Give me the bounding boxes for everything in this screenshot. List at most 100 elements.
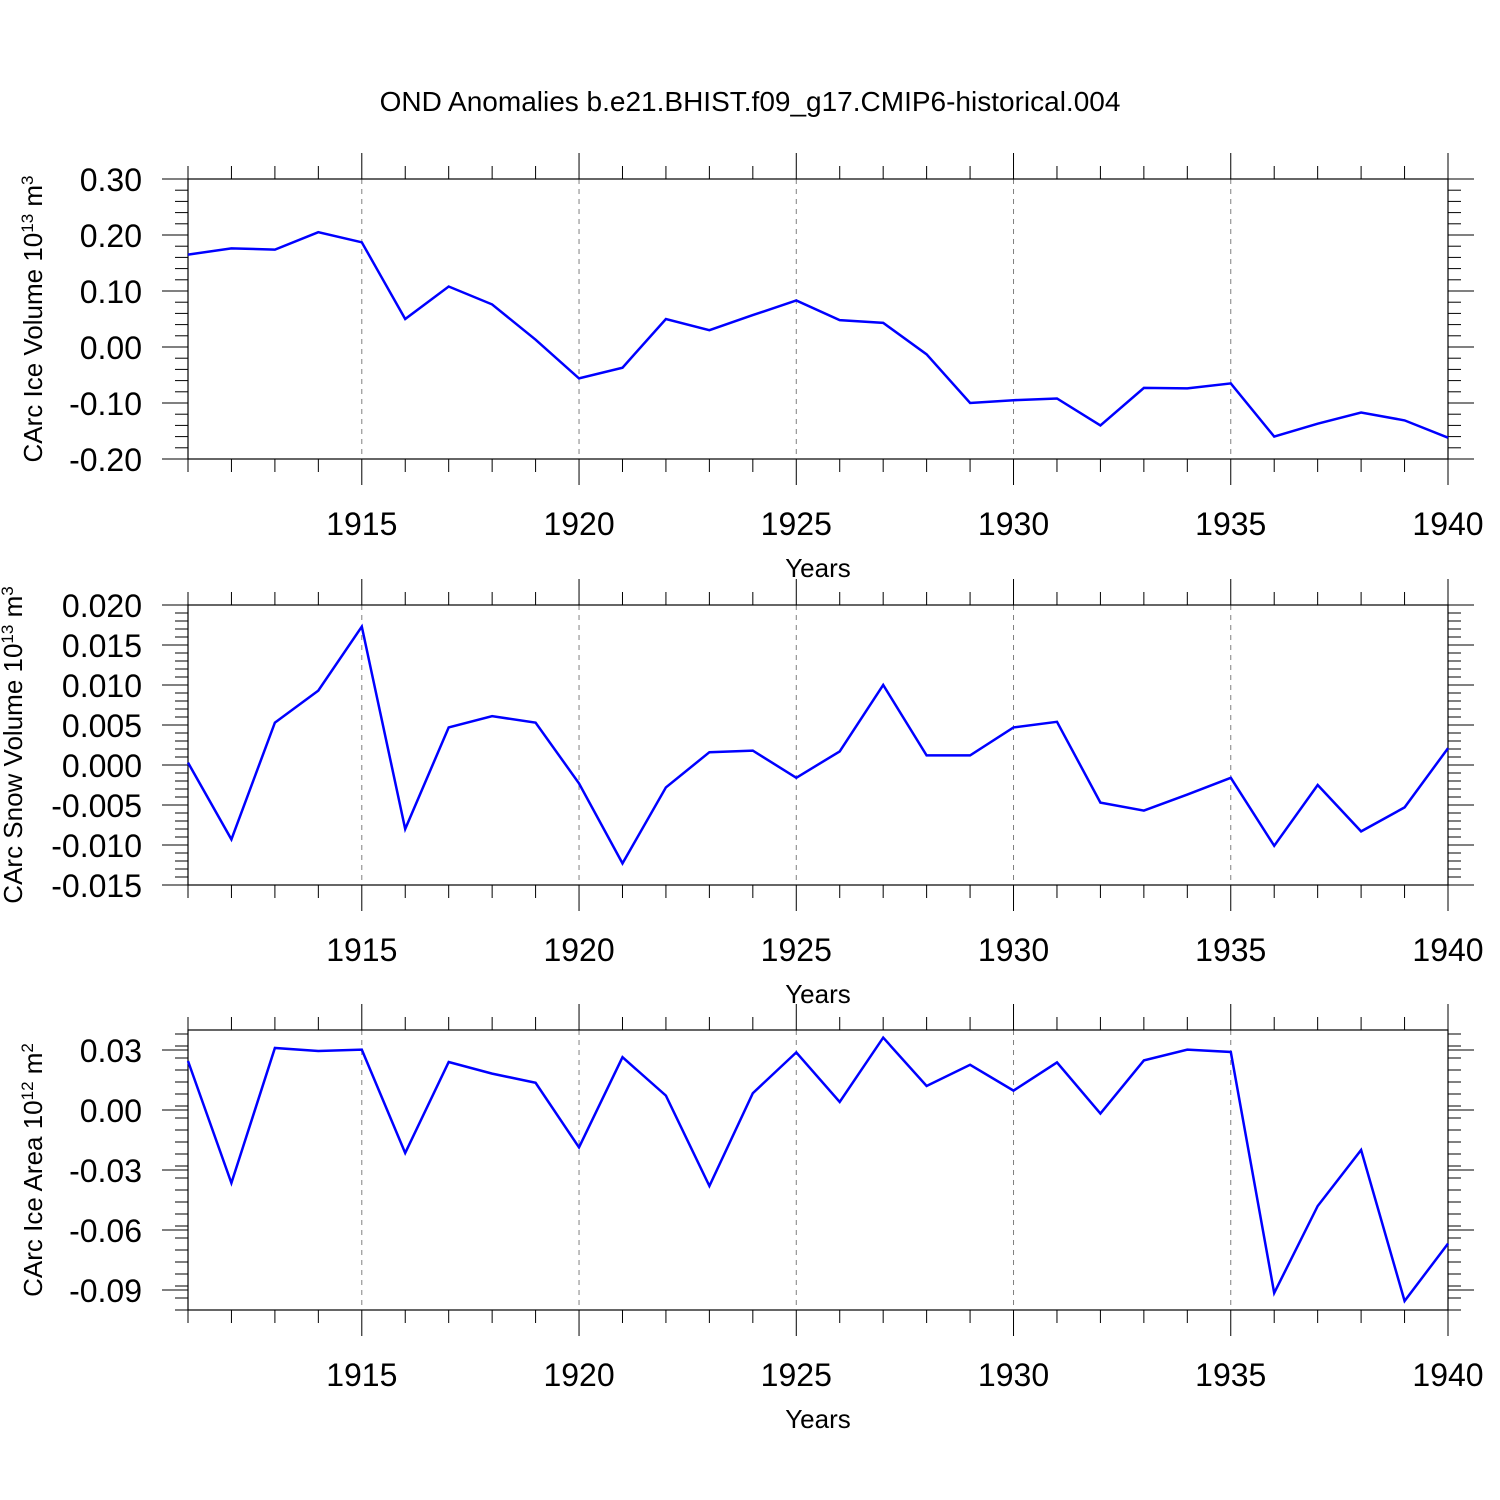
series-line <box>186 1035 1449 1304</box>
data-point <box>273 721 277 725</box>
plot-frame <box>187 178 1449 460</box>
y-tick-label: 0.00 <box>80 1093 142 1129</box>
data-point <box>490 302 494 306</box>
data-point <box>447 285 451 289</box>
x-tick-label: 1915 <box>326 506 397 542</box>
y-tick-label: 0.000 <box>62 748 142 784</box>
plot-frame <box>187 604 1449 886</box>
data-point <box>186 253 190 257</box>
data-point <box>273 248 277 252</box>
y-tick-label: -0.09 <box>69 1273 142 1309</box>
y-axis-label: CArc Ice Volume 1013 m3 <box>18 175 49 462</box>
data-point <box>1055 1060 1059 1064</box>
series-line <box>186 623 1450 866</box>
data-point <box>620 1055 624 1059</box>
data-point <box>490 1072 494 1076</box>
data-point <box>229 1181 233 1185</box>
data-point <box>707 750 711 754</box>
data-point <box>1012 1089 1016 1093</box>
data-point <box>707 1184 711 1188</box>
data-point <box>403 827 407 831</box>
data-point <box>447 725 451 729</box>
x-tick-label: 1925 <box>761 932 832 968</box>
data-point <box>1055 397 1059 401</box>
data-point <box>664 317 668 321</box>
data-point <box>968 753 972 757</box>
data-point <box>577 376 581 380</box>
data-point <box>577 1145 581 1149</box>
y-tick-label: -0.10 <box>69 386 142 422</box>
data-point <box>794 299 798 303</box>
x-tick-label: 1920 <box>543 932 614 968</box>
chart-panel-2: -0.015 -0.010 -0.005 0.000 0.005 0.010 0.015 0.… <box>0 579 1484 1009</box>
chart-panel-1: -0.20 -0.10 0.00 0.10 0.20 0.30 1915 1920 1925 19… <box>18 153 1484 583</box>
y-tick-label: 0.010 <box>62 668 142 704</box>
data-point <box>1012 398 1016 402</box>
y-tick-label: -0.005 <box>51 788 142 824</box>
x-tick-label: 1915 <box>326 932 397 968</box>
data-point <box>1446 436 1450 440</box>
y-tick-label: 0.020 <box>62 588 142 624</box>
data-point <box>838 749 842 753</box>
data-point <box>1098 801 1102 805</box>
y-tick-label: -0.20 <box>69 442 142 478</box>
y-tick-label: 0.10 <box>80 274 142 310</box>
data-point <box>664 1094 668 1098</box>
data-point <box>534 721 538 725</box>
y-tick-label: -0.03 <box>69 1153 142 1189</box>
data-point <box>534 338 538 342</box>
data-point <box>1403 805 1407 809</box>
data-point <box>1403 1299 1407 1303</box>
data-point <box>838 1100 842 1104</box>
x-tick-label: 1940 <box>1412 932 1483 968</box>
data-point <box>316 1049 320 1053</box>
y-tick-label: 0.20 <box>80 218 142 254</box>
data-point <box>316 230 320 234</box>
data-point <box>707 328 711 332</box>
x-tick-label: 1930 <box>978 506 1049 542</box>
data-point <box>794 1050 798 1054</box>
page-title: OND Anomalies b.e21.BHIST.f09_g17.CMIP6-… <box>379 86 1121 117</box>
y-tick-label: 0.005 <box>62 708 142 744</box>
data-point <box>1316 1204 1320 1208</box>
data-point <box>1229 1050 1233 1054</box>
x-tick-label: 1935 <box>1195 506 1266 542</box>
x-axis-label: Years <box>785 1404 851 1434</box>
data-point <box>1403 418 1407 422</box>
data-point <box>925 753 929 757</box>
data-point <box>1359 1148 1363 1152</box>
x-axis-label: Years <box>785 553 851 583</box>
data-point <box>925 1084 929 1088</box>
data-point <box>490 714 494 718</box>
y-tick-label: -0.06 <box>69 1213 142 1249</box>
y-tick-label: 0.30 <box>80 162 142 198</box>
data-point <box>968 1063 972 1067</box>
data-point <box>273 1046 277 1050</box>
data-point <box>1272 435 1276 439</box>
data-point <box>1185 793 1189 797</box>
data-point <box>1185 386 1189 390</box>
series-line <box>187 230 1449 439</box>
x-tick-label: 1940 <box>1412 1357 1483 1393</box>
data-point <box>403 1151 407 1155</box>
data-point <box>751 1091 755 1095</box>
data-point <box>403 317 407 321</box>
x-tick-label: 1930 <box>978 932 1049 968</box>
data-point <box>751 749 755 753</box>
data-point <box>360 240 364 244</box>
data-point <box>1229 381 1233 385</box>
data-point <box>1142 1058 1146 1062</box>
data-point <box>229 246 233 250</box>
data-point <box>620 366 624 370</box>
y-tick-label: -0.010 <box>51 828 142 864</box>
data-point <box>1185 1048 1189 1052</box>
data-point <box>794 776 798 780</box>
data-point <box>534 1081 538 1085</box>
data-point <box>751 313 755 317</box>
data-point <box>1055 720 1059 724</box>
x-axis-label: Years <box>785 979 851 1009</box>
data-point <box>664 785 668 789</box>
data-point <box>1229 776 1233 780</box>
data-point <box>838 318 842 322</box>
